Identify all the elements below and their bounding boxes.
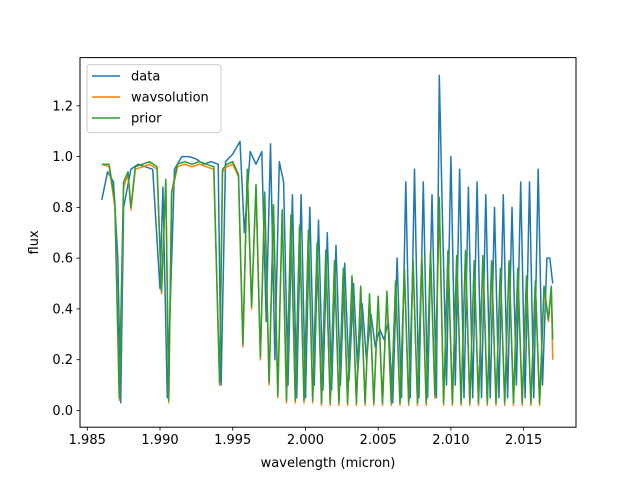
- x-tick-label: 2.005: [360, 433, 397, 448]
- y-axis-label: flux: [27, 230, 42, 254]
- x-tick-label: 2.010: [432, 433, 469, 448]
- x-axis-label: wavelength (micron): [261, 456, 396, 471]
- x-axis: 1.985 1.990 1.995 2.000 2.005 2.010 2.015: [69, 427, 542, 448]
- y-tick-label: 1.0: [52, 150, 73, 165]
- y-tick-label: 1.2: [52, 99, 73, 114]
- y-tick-label: 0.2: [52, 353, 73, 368]
- y-tick-label: 0.4: [52, 302, 73, 317]
- x-tick-label: 1.995: [214, 433, 251, 448]
- series-layer: [101, 74, 554, 407]
- legend-label-data: data: [131, 70, 160, 85]
- legend: data wavsolution prior: [86, 64, 222, 134]
- legend-box: [86, 64, 222, 134]
- series-line-data: [101, 74, 554, 404]
- y-tick-label: 0.6: [52, 252, 73, 267]
- x-tick-label: 1.990: [141, 433, 178, 448]
- x-tick-label: 2.015: [505, 433, 542, 448]
- y-tick-label: 0.0: [52, 404, 73, 419]
- legend-label-prior: prior: [131, 112, 162, 127]
- y-axis: 0.0 0.2 0.4 0.6 0.8 1.0 1.2: [52, 99, 80, 419]
- legend-label-wavsolution: wavsolution: [131, 91, 209, 106]
- x-tick-label: 1.985: [69, 433, 106, 448]
- y-tick-label: 0.8: [52, 201, 73, 216]
- series-line-prior: [101, 160, 554, 404]
- x-tick-label: 2.000: [287, 433, 324, 448]
- plot-frame: [79, 57, 577, 428]
